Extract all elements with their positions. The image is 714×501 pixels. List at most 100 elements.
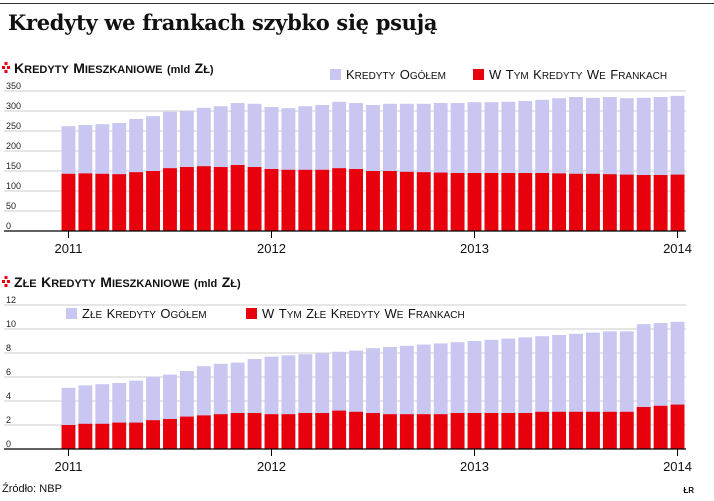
bar-chf (450, 413, 465, 449)
bar-chf (366, 413, 380, 449)
bar-chf (552, 411, 567, 449)
x-tick-label: 2014 (663, 459, 692, 474)
x-tick-label: 2013 (460, 241, 489, 256)
bar-chf (467, 413, 482, 449)
bar-chf (518, 413, 533, 449)
bar-chf (636, 407, 651, 449)
y-tick-label: 2 (6, 415, 11, 425)
bad-loans-svg: ZŁE KREDYTY MIESZKANIOWE (mld ZŁ) 0 2 4 6 8 10… (2, 274, 692, 474)
y-tick-label: 200 (6, 141, 21, 151)
bad-loans-chart: ZŁE KREDYTY MIESZKANIOWE (mld ZŁ) 0 2 4 6 8 10… (0, 270, 714, 482)
y-tick-label: 4 (6, 391, 11, 401)
marker-dot (4, 70, 8, 73)
bar-chf (484, 413, 499, 449)
bar-chf (569, 411, 583, 449)
bar-chf (636, 175, 651, 231)
bar-chf (619, 411, 634, 449)
chart-title: KREDYTY MIESZKANIOWE (mld ZŁ) (14, 60, 214, 77)
bar-chf (552, 173, 567, 231)
marker-dot (7, 66, 10, 69)
y-tick-label: 10 (6, 319, 16, 329)
bar-chf (653, 405, 668, 449)
bar-chf (163, 419, 177, 449)
section-marker-icon (2, 62, 10, 73)
y-tick-label: 12 (6, 295, 16, 305)
bar-chf (129, 172, 144, 231)
bar-chf (399, 171, 414, 231)
marker-dot (4, 62, 8, 65)
bar-chf (433, 172, 448, 231)
section-marker-icon (2, 276, 10, 287)
marker-dot (4, 276, 8, 279)
bar-chf (264, 414, 279, 449)
bar-chf (281, 169, 296, 231)
bar-chf (332, 410, 347, 449)
bar-chf (518, 173, 533, 231)
bar-chf (315, 169, 330, 231)
marker-dot (4, 284, 8, 287)
legend-swatch-total (330, 69, 341, 80)
y-tick-label: 0 (6, 221, 11, 231)
bar-chf (416, 414, 431, 449)
y-tick-label: 150 (6, 161, 21, 171)
page-title: Kredyty we frankach szybko się psują (8, 10, 438, 35)
bar-chf (61, 425, 76, 449)
bar-chf (146, 171, 160, 231)
bar-chf (653, 175, 668, 231)
y-tick-label: 100 (6, 181, 21, 191)
legend-label: ZŁE KREDYTY OGÓŁEM (82, 305, 207, 322)
bar-chf (382, 414, 397, 449)
bar-chf (281, 414, 296, 449)
y-tick-label: 8 (6, 343, 11, 353)
legend-label: KREDYTY OGÓŁEM (346, 66, 446, 83)
bar-chf (332, 168, 347, 231)
x-tick-label: 2012 (257, 459, 286, 474)
bar-chf (213, 414, 228, 449)
bar-chf (399, 414, 414, 449)
bar-chf (230, 165, 245, 231)
bar-chf (213, 167, 228, 231)
source-note: Źródło: NBP (2, 483, 62, 495)
bar-chf (535, 173, 550, 231)
legend-label: W TYM KREDYTY WE FRANKACH (489, 66, 667, 83)
bar-chf (95, 423, 110, 449)
bar-chf (586, 173, 600, 231)
bar-chf (163, 168, 177, 231)
bar-chf (586, 411, 600, 449)
bar-chf (382, 171, 397, 231)
bar-chf (349, 169, 364, 231)
y-tick-label: 350 (6, 81, 21, 91)
bar-chf (95, 173, 110, 231)
top-rule (0, 3, 714, 4)
bar-chf (78, 423, 93, 449)
x-tick-label: 2013 (460, 459, 489, 474)
bar-chf (602, 174, 617, 231)
bar-chf (247, 167, 262, 231)
bar-chf (349, 411, 364, 449)
legend-swatch-chf (246, 308, 257, 319)
bar-chf (416, 172, 431, 231)
bar-chf (569, 173, 583, 231)
y-tick-label: 300 (6, 101, 21, 111)
housing-loans-svg: KREDYTY MIESZKANIOWE (mld ZŁ) 0 50 100 150 20… (2, 60, 692, 256)
legend-swatch-chf (473, 69, 484, 80)
x-tick-label: 2011 (54, 459, 82, 474)
x-tick-label: 2011 (54, 241, 82, 256)
y-tick-label: 0 (6, 439, 11, 449)
bar-chf (247, 413, 262, 449)
bar-chf (619, 174, 634, 231)
bar-chf (484, 173, 499, 231)
x-tick-label: 2012 (257, 241, 286, 256)
bar-chf (264, 169, 279, 231)
author-credit: ŁR (683, 486, 694, 495)
bar-chf (112, 422, 127, 449)
y-tick-label: 6 (6, 367, 11, 377)
chart-title: ZŁE KREDYTY MIESZKANIOWE (mld ZŁ) (14, 274, 241, 291)
bar-chf (230, 413, 245, 449)
bar-chf (501, 173, 516, 231)
bar-chf (315, 413, 330, 449)
bar-chf (112, 174, 127, 231)
bar-chf (61, 173, 76, 231)
marker-dot (7, 280, 10, 283)
marker-dot (2, 280, 5, 283)
